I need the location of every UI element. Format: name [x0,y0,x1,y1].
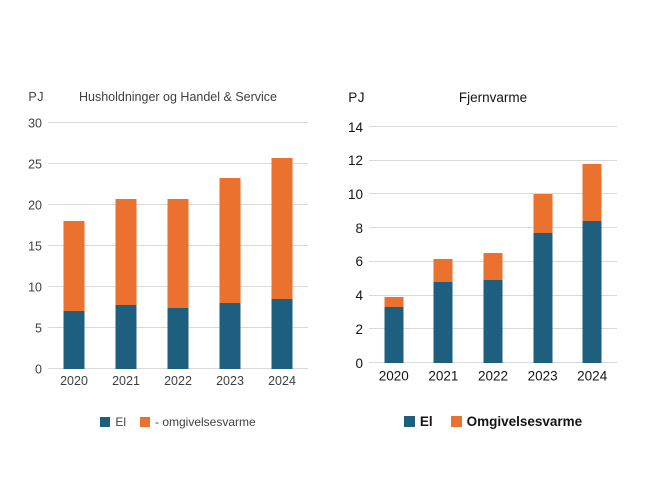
bar-2022 [167,123,189,369]
gridline [369,227,617,229]
y-tick-label: 0 [355,355,363,371]
bar-segment-omgivelsesvarme [271,158,293,300]
gridline [48,163,308,164]
y-tick-label: 10 [28,279,42,294]
x-tick-label: 2022 [164,374,192,388]
legend-item-omgivelsesvarme: Omgivelsesvarme [450,414,583,429]
chart-title: Fjernvarme [458,90,528,105]
bar-segment-omgivelsesvarme [167,199,189,308]
bar-segment-omgivelsesvarme [63,220,85,311]
y-tick-label: 15 [28,238,42,253]
y-axis-unit-label: PJ [348,90,365,105]
gridline [369,126,617,127]
bar-segment-el [167,307,189,369]
x-tick-label: 2024 [577,368,608,384]
bar-segment-el [115,305,137,369]
bar-segment-omgivelsesvarme [582,164,602,222]
y-tick-label: 10 [347,186,363,202]
bar-segment-omgivelsesvarme [219,177,241,303]
y-tick-label: 2 [355,321,363,337]
legend-label-omgivelsesvarme: - omgivelsesvarme [154,415,256,429]
y-tick-label: 30 [28,115,42,130]
x-tick-label: 2024 [268,374,296,388]
legend-item-el: El [100,415,126,429]
legend: El - omgivelsesvarme [48,415,308,429]
x-tick-label: 2022 [477,368,509,384]
bar-segment-omgivelsesvarme [115,199,137,306]
bar-2020 [63,123,85,369]
y-axis-unit-label: PJ [28,90,44,104]
y-axis: 0 5 10 15 20 25 30 [18,117,48,375]
legend-item-el: El [403,414,433,429]
x-axis: 2020 2021 2022 2023 2024 [48,369,308,393]
x-tick-label: 2021 [112,374,140,388]
legend-swatch-el [403,416,415,427]
plot-area [369,126,617,363]
bar-segment-el [219,302,241,369]
bar-2024 [582,127,602,363]
bar-2024 [271,123,293,369]
legend-label-el: El [419,414,433,429]
bar-segment-el [483,280,503,363]
chart-title: Husholdninger og Handel & Service [78,90,278,104]
legend-item-omgivelsesvarme: - omgivelsesvarme [139,415,256,429]
y-tick-label: 4 [355,287,363,303]
chart-households-trade-service: PJ Husholdninger og Handel & Service 0 5 1… [18,86,308,429]
y-tick-label: 5 [35,320,42,335]
legend-swatch-omgivelsesvarme [139,417,150,427]
bar-segment-omgivelsesvarme [483,253,503,281]
legend-swatch-el [100,417,111,427]
y-tick-label: 14 [347,119,363,135]
bar-2023 [533,127,553,363]
gridline [48,122,308,123]
x-tick-label: 2023 [527,368,558,384]
bar-2021 [433,127,453,363]
y-tick-label: 8 [355,220,363,236]
chart-district-heating: PJ Fjernvarme 0 2 4 6 8 10 12 14 2020 2021 2022 20… [339,86,617,429]
legend-swatch-omgivelsesvarme [450,416,462,427]
plot-area [48,122,308,369]
x-tick-label: 2020 [60,374,88,388]
y-axis: 0 2 4 6 8 10 12 14 [339,120,369,369]
bar-segment-el [271,299,293,369]
x-tick-label: 2020 [378,368,409,384]
legend: El Omgivelsesvarme [369,414,617,429]
x-tick-label: 2021 [428,368,459,384]
x-axis: 2020 2021 2022 2023 2024 [369,363,617,389]
gridline [369,159,617,161]
bar-segment-omgivelsesvarme [533,194,553,234]
bar-2020 [384,127,404,363]
bar-segment-el [533,233,553,363]
y-tick-label: 25 [28,156,42,171]
gridline [369,193,617,195]
y-tick-label: 12 [347,152,363,168]
bar-segment-el [63,310,85,369]
bar-2022 [483,127,503,363]
bar-segment-el [582,221,602,363]
y-tick-label: 20 [28,197,42,212]
bar-2023 [219,123,241,369]
bar-segment-omgivelsesvarme [433,258,453,283]
bar-segment-el [433,282,453,363]
legend-label-el: El [115,415,126,429]
bar-segment-omgivelsesvarme [384,297,404,308]
bar-segment-el [384,307,404,363]
y-tick-label: 6 [355,254,363,270]
bar-2021 [115,123,137,369]
legend-label-omgivelsesvarme: Omgivelsesvarme [466,414,583,429]
y-tick-label: 0 [35,361,42,376]
x-tick-label: 2023 [216,374,244,388]
